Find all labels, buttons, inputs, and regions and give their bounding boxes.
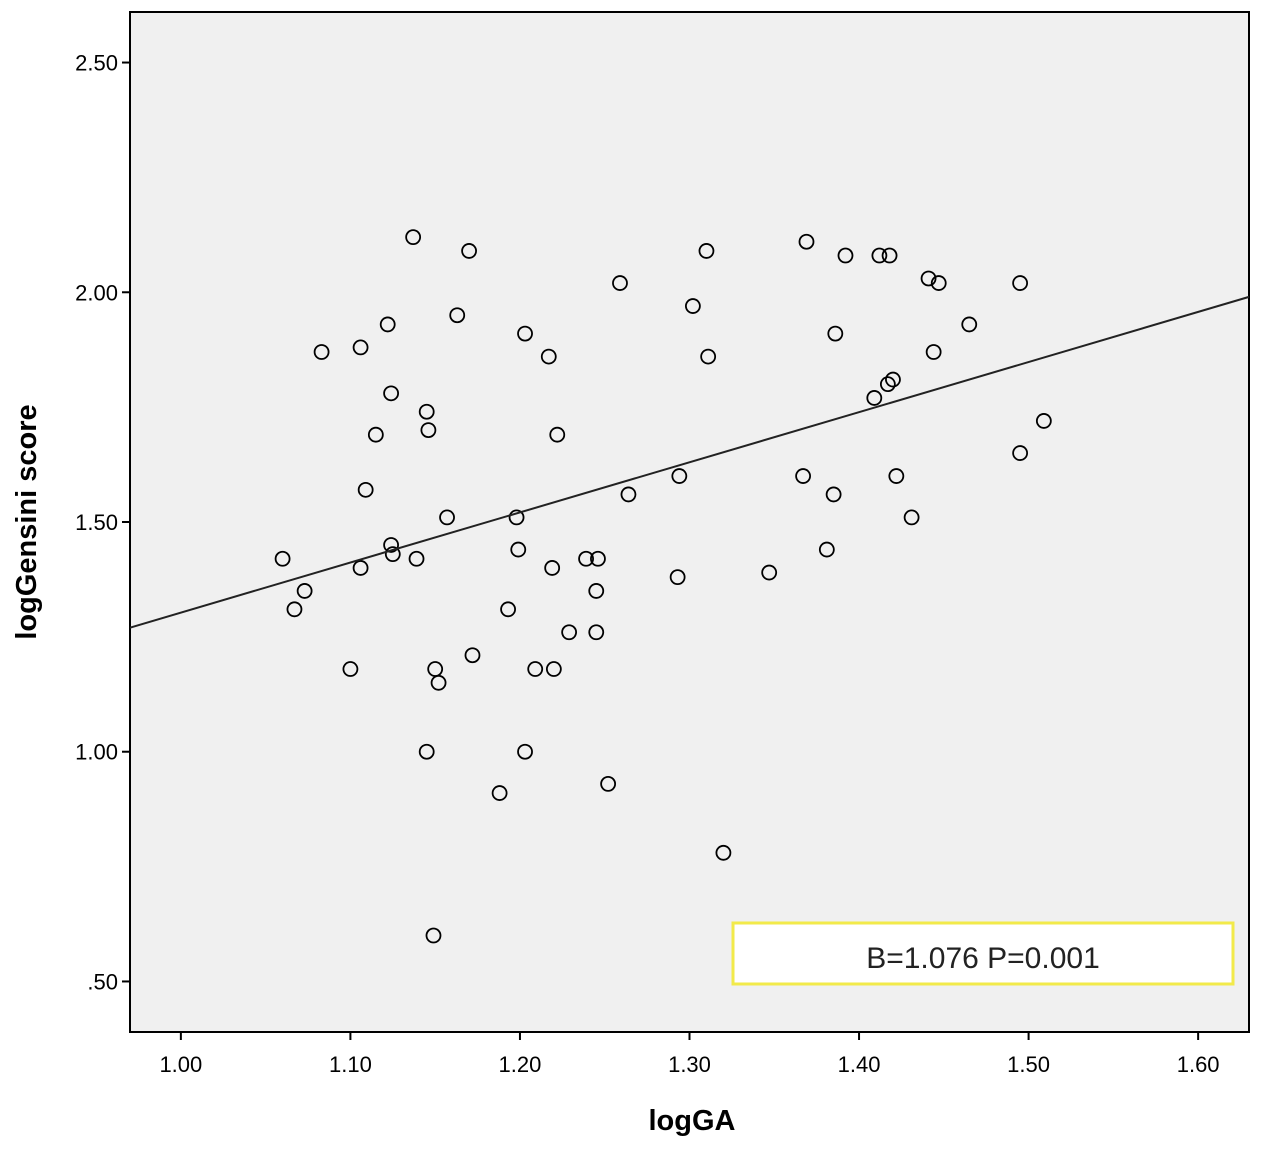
y-tick-label: .50 bbox=[87, 969, 118, 994]
x-tick-label: 1.30 bbox=[668, 1052, 711, 1077]
data-point bbox=[545, 661, 562, 677]
data-point bbox=[491, 785, 508, 801]
data-point bbox=[715, 844, 732, 861]
data-point bbox=[903, 509, 920, 526]
y-tick-label: 1.50 bbox=[75, 510, 118, 535]
x-tick-label: 1.60 bbox=[1177, 1052, 1220, 1077]
x-tick-label: 1.10 bbox=[329, 1052, 372, 1077]
data-point bbox=[379, 316, 396, 333]
data-point bbox=[561, 624, 578, 641]
annotation-box: B=1.076 P=0.001 bbox=[731, 921, 1235, 986]
data-point bbox=[590, 550, 606, 567]
y-axis: .50 1.00 1.50 2.00 2.50 bbox=[75, 51, 130, 994]
data-point bbox=[510, 541, 527, 558]
data-point bbox=[418, 403, 435, 420]
data-point bbox=[286, 601, 303, 618]
data-point bbox=[418, 743, 435, 760]
data-point bbox=[420, 422, 437, 439]
x-tick-label: 1.20 bbox=[499, 1052, 542, 1077]
data-point bbox=[920, 270, 937, 287]
data-point bbox=[888, 468, 905, 484]
data-point bbox=[700, 348, 717, 365]
data-point bbox=[866, 390, 883, 406]
x-tick-label: 1.00 bbox=[159, 1052, 202, 1077]
data-point bbox=[425, 927, 442, 944]
data-point bbox=[461, 243, 477, 259]
data-point bbox=[527, 661, 544, 677]
data-point bbox=[383, 385, 400, 402]
data-point bbox=[352, 560, 369, 576]
data-point bbox=[761, 564, 778, 581]
x-axis: 1.00 1.10 1.20 1.30 1.40 1.50 1.60 bbox=[159, 1032, 1220, 1077]
data-point bbox=[885, 371, 901, 388]
data-point bbox=[408, 550, 425, 567]
data-point bbox=[879, 376, 896, 393]
regression-line bbox=[129, 295, 1250, 629]
data-point bbox=[367, 426, 384, 443]
data-point bbox=[500, 601, 516, 618]
data-point bbox=[313, 344, 330, 360]
data-point bbox=[357, 481, 374, 498]
data-point bbox=[669, 569, 686, 586]
data-point bbox=[383, 537, 400, 553]
data-point bbox=[439, 509, 455, 526]
data-point bbox=[671, 468, 688, 484]
data-point bbox=[352, 339, 369, 356]
data-point bbox=[342, 661, 359, 677]
y-tick-label: 2.00 bbox=[75, 280, 118, 305]
data-point bbox=[517, 743, 533, 760]
data-point bbox=[274, 550, 291, 567]
data-point bbox=[578, 550, 594, 567]
data-point bbox=[549, 426, 566, 443]
data-point bbox=[544, 560, 561, 576]
data-points bbox=[274, 229, 1052, 944]
y-tick-label: 2.50 bbox=[75, 51, 118, 76]
data-point bbox=[827, 325, 844, 342]
data-point bbox=[825, 486, 842, 503]
x-tick-label: 1.40 bbox=[838, 1052, 881, 1077]
y-axis-title: logGensini score bbox=[11, 404, 43, 639]
data-point bbox=[1012, 445, 1029, 461]
data-point bbox=[612, 275, 628, 291]
data-point bbox=[449, 307, 466, 324]
data-point bbox=[1012, 275, 1029, 291]
data-point bbox=[588, 583, 605, 599]
data-point bbox=[430, 674, 447, 691]
data-point bbox=[925, 344, 942, 360]
data-point bbox=[795, 468, 811, 484]
data-point bbox=[464, 647, 481, 664]
data-point bbox=[620, 486, 637, 503]
data-point bbox=[508, 509, 525, 526]
data-point bbox=[684, 298, 701, 314]
annotation-text: B=1.076 P=0.001 bbox=[866, 942, 1100, 975]
data-point bbox=[798, 233, 815, 250]
data-point bbox=[698, 243, 715, 259]
data-point bbox=[405, 229, 422, 246]
data-point bbox=[837, 247, 854, 264]
data-point bbox=[517, 325, 533, 342]
data-point bbox=[961, 316, 978, 333]
plot-area bbox=[129, 11, 1250, 1033]
data-point bbox=[930, 275, 947, 291]
data-point bbox=[881, 247, 898, 264]
x-axis-title: logGA bbox=[649, 1105, 736, 1137]
data-point bbox=[871, 247, 888, 264]
data-point bbox=[600, 775, 617, 792]
data-point bbox=[818, 541, 835, 558]
data-point bbox=[296, 583, 313, 599]
data-point bbox=[588, 624, 605, 641]
data-point bbox=[1035, 413, 1052, 429]
data-point bbox=[384, 546, 401, 563]
x-tick-label: 1.50 bbox=[1007, 1052, 1050, 1077]
data-point bbox=[540, 348, 557, 365]
y-tick-label: 1.00 bbox=[75, 740, 118, 765]
